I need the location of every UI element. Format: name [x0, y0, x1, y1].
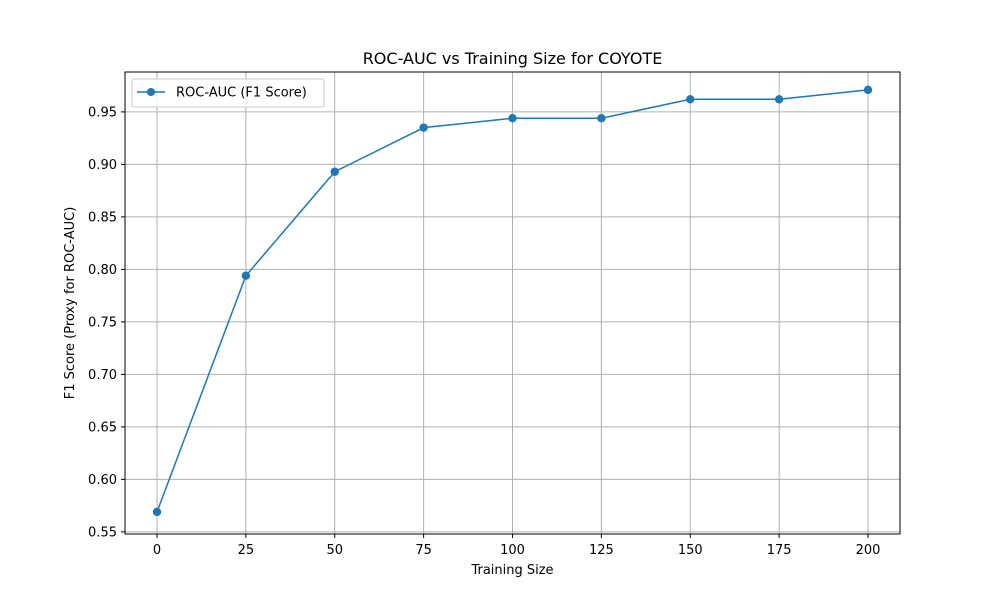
x-tick-label: 50 — [326, 543, 343, 558]
y-tick-label: 0.95 — [88, 105, 117, 120]
x-tick-label: 175 — [767, 543, 792, 558]
data-point-marker — [863, 85, 873, 95]
x-tick-label: 75 — [415, 543, 432, 558]
y-axis-label: F1 Score (Proxy for ROC-AUC) — [63, 207, 78, 400]
series-layer — [152, 85, 873, 517]
legend-label: ROC-AUC (F1 Score) — [176, 86, 307, 101]
y-tick-label: 0.70 — [88, 368, 117, 383]
data-point-marker — [597, 114, 606, 123]
data-point-marker — [152, 507, 162, 517]
axis-ticks: 0 25 50 75 100 125 150 175 200 0.55 0.60 0.65 0.70 0.… — [88, 105, 880, 558]
legend-marker-swatch — [147, 88, 155, 96]
grid-lines — [125, 72, 900, 534]
y-tick-label: 0.80 — [88, 263, 117, 278]
data-point-marker — [330, 167, 339, 176]
x-tick-label: 100 — [500, 543, 525, 558]
y-tick-label: 0.85 — [88, 210, 117, 225]
data-point-marker — [241, 271, 251, 280]
x-tick-label: 25 — [238, 543, 255, 558]
y-tick-label: 0.60 — [88, 473, 117, 488]
x-tick-label: 200 — [856, 543, 881, 558]
y-tick-label: 0.75 — [88, 315, 117, 330]
y-tick-label: 0.90 — [88, 158, 117, 173]
data-point-marker — [508, 114, 517, 123]
x-tick-label: 125 — [589, 543, 614, 558]
legend: ROC-AUC (F1 Score) — [131, 78, 325, 108]
x-tick-label: 0 — [153, 543, 161, 558]
data-point-marker — [686, 95, 695, 104]
y-tick-label: 0.55 — [88, 525, 117, 540]
legend-box — [131, 78, 325, 108]
x-tick-label: 150 — [678, 543, 703, 558]
data-point-marker — [774, 95, 784, 104]
y-tick-label: 0.65 — [88, 420, 117, 435]
x-axis-label: Training Size — [470, 563, 553, 578]
data-point-marker — [419, 123, 428, 132]
chart-title: ROC-AUC vs Training Size for COYOTE — [363, 49, 663, 68]
